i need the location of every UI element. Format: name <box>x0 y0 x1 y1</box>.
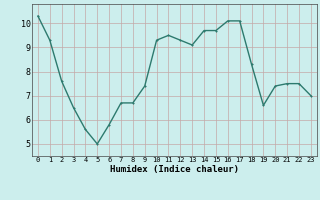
X-axis label: Humidex (Indice chaleur): Humidex (Indice chaleur) <box>110 165 239 174</box>
